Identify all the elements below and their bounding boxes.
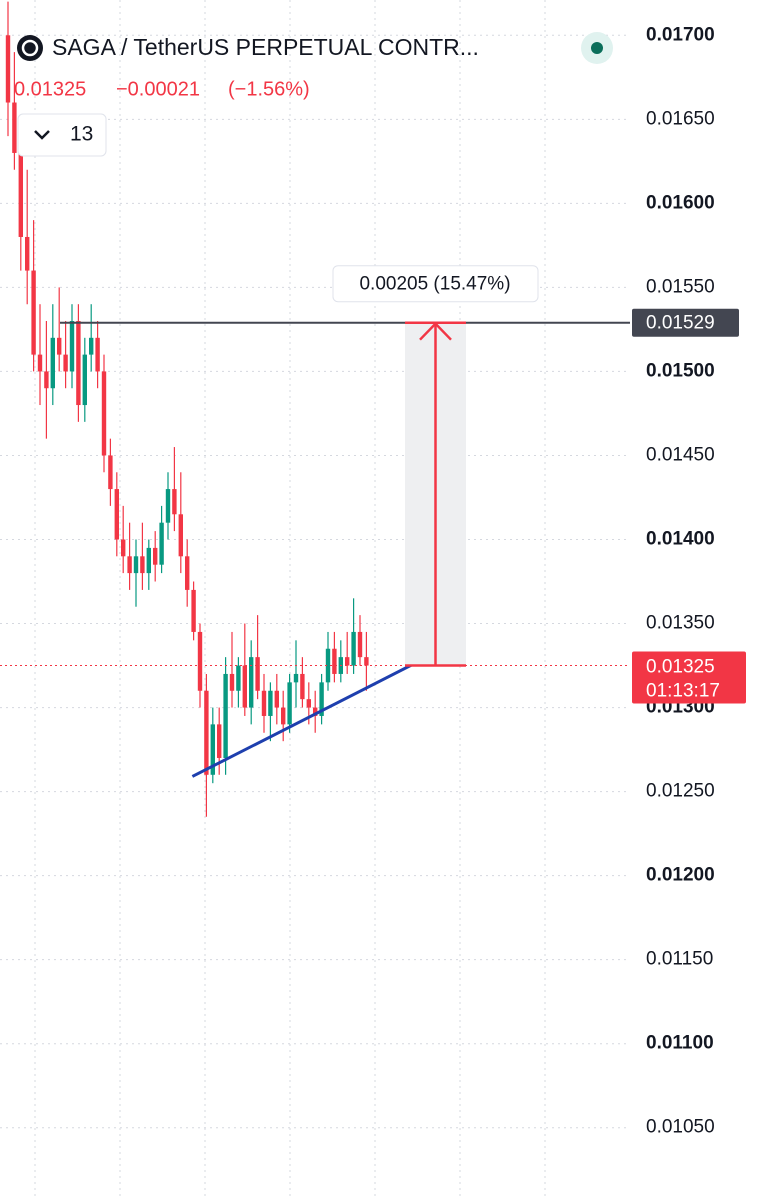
level-label: 0.01529 — [646, 313, 715, 334]
y-tick-label: 0.01050 — [646, 1117, 715, 1138]
measure-label: 0.00205 (15.47%) — [359, 274, 510, 295]
candle-body — [114, 489, 119, 540]
candle-body — [101, 371, 107, 456]
measure-arrowhead — [419, 321, 452, 341]
candle-body — [242, 665, 247, 708]
y-tick-label: 0.01650 — [646, 108, 715, 129]
last-price: 0.01325 — [14, 78, 86, 100]
grid — [0, 0, 630, 1200]
candle-body — [25, 236, 30, 271]
symbol-icon — [17, 35, 43, 61]
candle-body — [133, 556, 139, 574]
candle-body — [63, 354, 68, 372]
candle-body — [351, 631, 356, 666]
candle-body — [108, 455, 113, 490]
candle-body — [153, 547, 158, 565]
candle-body — [57, 337, 62, 355]
status-dot — [591, 42, 603, 54]
candle-body — [249, 657, 254, 708]
candle-body — [255, 657, 260, 691]
y-tick-label: 0.01700 — [646, 24, 715, 45]
candle-body — [159, 522, 164, 565]
y-tick-label: 0.01500 — [646, 360, 715, 381]
y-tick-label: 0.01400 — [646, 529, 715, 550]
candle-body — [345, 657, 350, 666]
candle-body — [313, 707, 318, 716]
candle-body — [300, 673, 305, 700]
y-tick-label: 0.01200 — [646, 865, 715, 886]
candle-body — [44, 371, 49, 389]
candle-body — [89, 337, 94, 355]
trendline — [191, 655, 428, 778]
candle-body — [140, 556, 145, 574]
candle-body — [229, 673, 235, 691]
candle-body — [236, 665, 241, 691]
indicator-count: 13 — [70, 123, 93, 146]
last-price-box — [632, 651, 746, 704]
candle-body — [95, 337, 100, 372]
last-price-label: 0.01325 — [646, 657, 715, 678]
candle-body — [197, 631, 203, 691]
price-change: −0.00021 — [116, 78, 200, 100]
symbol-title: SAGA / TetherUS PERPETUAL CONTR... — [52, 34, 479, 60]
y-tick-label: 0.01450 — [646, 444, 715, 465]
candle-body — [364, 657, 369, 666]
candle-body — [146, 547, 151, 574]
candle-body — [217, 724, 222, 758]
candle-body — [293, 673, 299, 683]
price-change-pct: (−1.56%) — [228, 78, 310, 100]
symbol-icon-inner — [21, 39, 39, 57]
candle-body — [172, 489, 177, 515]
candle-body — [325, 648, 331, 683]
candle-body — [121, 539, 126, 557]
y-tick-label: 0.01100 — [646, 1033, 714, 1054]
candle-body — [261, 690, 267, 716]
candle-body — [165, 489, 171, 523]
candle-body — [287, 682, 292, 725]
indicator-toggle[interactable] — [17, 113, 107, 157]
candle-body — [185, 556, 190, 590]
y-tick-label: 0.01350 — [646, 613, 715, 634]
candle-body — [191, 589, 196, 632]
candle-body — [18, 152, 23, 237]
y-tick-label: 0.01250 — [646, 781, 715, 802]
candle-body — [69, 321, 75, 372]
countdown: 01:13:17 — [646, 681, 720, 702]
header: SAGA / TetherUS PERPETUAL CONTR... 0.013… — [14, 32, 613, 157]
candle-body — [76, 321, 81, 406]
candle-body — [127, 556, 132, 574]
candle-body — [268, 690, 273, 716]
candle-body — [178, 514, 183, 557]
candle-body — [281, 707, 286, 725]
measure-label-box — [332, 265, 539, 303]
candle-body — [332, 648, 337, 674]
candle-body — [37, 354, 43, 372]
chevron — [34, 130, 50, 140]
candle-body — [12, 102, 17, 153]
candle-body — [210, 724, 215, 775]
candle-body — [306, 699, 311, 708]
level-label-box — [632, 308, 739, 337]
candle-body — [204, 690, 209, 775]
candle-body — [5, 35, 11, 103]
candle-body — [274, 690, 279, 708]
candle-body — [319, 682, 324, 716]
candle-body — [223, 673, 228, 758]
plot: 0.00205 (15.47%) — [0, 1, 630, 817]
y-tick-label: 0.01150 — [646, 949, 713, 970]
candle-body — [357, 631, 363, 658]
candle-body — [31, 270, 36, 355]
candle-body — [50, 337, 55, 389]
candle-body — [82, 354, 87, 406]
y-tick-label: 0.01550 — [646, 276, 715, 297]
price-axis: 0.01700 0.01650 0.01600 0.01550 0.01500 0.014… — [632, 24, 746, 1138]
y-tick-label: 0.01600 — [646, 192, 715, 213]
